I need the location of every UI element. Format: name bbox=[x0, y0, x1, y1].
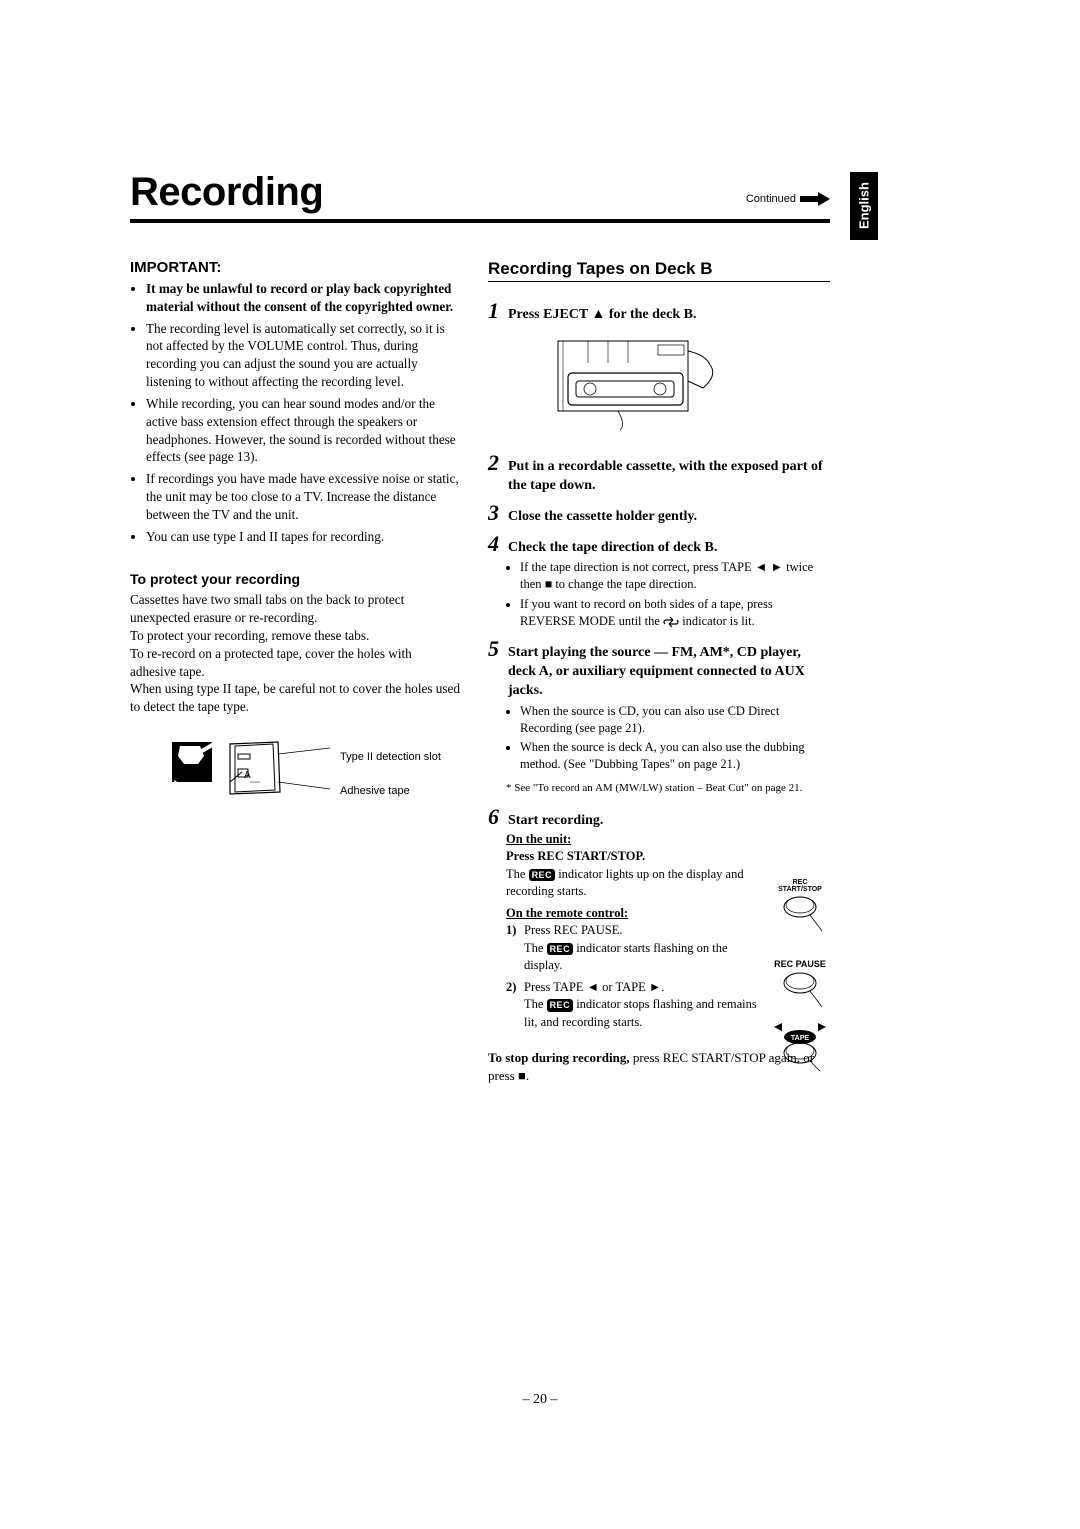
step-3-text: Close the cassette holder gently. bbox=[508, 508, 830, 527]
step-3-num: 3 bbox=[488, 502, 504, 524]
rec-badge-2: REC bbox=[547, 943, 574, 956]
page-title: Recording bbox=[130, 170, 830, 215]
step-6-remote: On the remote control: bbox=[506, 905, 766, 923]
remote-rec-pause: REC PAUSE bbox=[770, 959, 830, 1014]
important-heading: IMPORTANT: bbox=[130, 259, 460, 276]
press-rec-startstop: Press REC START/STOP. bbox=[506, 849, 645, 863]
step-2-text: Put in a recordable cassette, with the e… bbox=[508, 458, 830, 496]
protect-line-1: Cassettes have two small tabs on the bac… bbox=[130, 592, 404, 625]
deck-diagram bbox=[538, 333, 830, 438]
diagram-label-slot: Type II detection slot bbox=[340, 750, 441, 764]
remote-step-2: 2)Press TAPE ◄ or TAPE ►. The REC indica… bbox=[506, 979, 766, 1032]
step-5-num: 5 bbox=[488, 638, 504, 660]
cassette-illustration-icon: A bbox=[170, 734, 330, 814]
page: Recording Continued IMPORTANT: It may be… bbox=[130, 170, 830, 1084]
startstop-label: START/STOP bbox=[770, 886, 830, 893]
step-6-unit: On the unit: Press REC START/STOP. The R… bbox=[506, 831, 776, 901]
section-title: Recording Tapes on Deck B bbox=[488, 259, 830, 279]
reverse-mode-icon bbox=[663, 616, 679, 628]
step-4-num: 4 bbox=[488, 533, 504, 555]
important-bullet-5: You can use type I and II tapes for reco… bbox=[146, 528, 460, 546]
step-4-bullet-1: If the tape direction is not correct, pr… bbox=[520, 559, 830, 593]
step-5: 5 Start playing the source — FM, AM*, CD… bbox=[488, 638, 830, 701]
continued-arrow-icon bbox=[800, 192, 830, 206]
protect-line-4: When using type II tape, be careful not … bbox=[130, 681, 460, 714]
step-6: 6 Start recording. bbox=[488, 806, 830, 831]
remote-step-1: 1)Press REC PAUSE. The REC indicator sta… bbox=[506, 922, 766, 975]
remote-tape: TAPE bbox=[770, 1015, 830, 1076]
tape-button-icon: TAPE bbox=[770, 1015, 830, 1071]
step-6-text: Start recording. bbox=[508, 812, 830, 831]
step-4-text: Check the tape direction of deck B. bbox=[508, 539, 830, 558]
step-5-bullets: When the source is CD, you can also use … bbox=[488, 703, 830, 774]
continued-text: Continued bbox=[746, 193, 796, 205]
protect-line-3: To re-record on a protected tape, cover … bbox=[130, 646, 412, 679]
rec-startstop-button-icon bbox=[770, 893, 830, 933]
svg-text:TAPE: TAPE bbox=[791, 1035, 809, 1042]
step-4-bullets: If the tape direction is not correct, pr… bbox=[488, 559, 830, 630]
page-number: – 20 – bbox=[523, 1392, 558, 1408]
protect-body: Cassettes have two small tabs on the bac… bbox=[130, 591, 460, 716]
remote-rec-startstop: REC START/STOP bbox=[770, 879, 830, 938]
cassette-diagram: A Type II detection slot Adhesive tape bbox=[170, 734, 460, 814]
on-unit-label: On the unit: bbox=[506, 832, 571, 846]
left-column: IMPORTANT: It may be unlawful to record … bbox=[130, 259, 460, 1084]
recpause-label: REC PAUSE bbox=[770, 959, 830, 969]
unit-body-a: The bbox=[506, 867, 529, 881]
stop-note-bold: To stop during recording, bbox=[488, 1050, 630, 1065]
step-5-footnote: * See "To record an AM (MW/LW) station –… bbox=[506, 781, 830, 796]
rec-badge: REC bbox=[529, 869, 556, 882]
step-1-text: Press EJECT ▲ for the deck B. bbox=[508, 306, 830, 325]
language-tab: English bbox=[850, 172, 878, 240]
continued-label: Continued bbox=[746, 192, 830, 206]
step-4-bullet-2: If you want to record on both sides of a… bbox=[520, 596, 830, 630]
step-1: 1 Press EJECT ▲ for the deck B. bbox=[488, 300, 830, 325]
step-1-num: 1 bbox=[488, 300, 504, 322]
section-rule bbox=[488, 281, 830, 282]
step-5-bullet-1: When the source is CD, you can also use … bbox=[520, 703, 830, 737]
important-bullet-3: While recording, you can hear sound mode… bbox=[146, 395, 460, 466]
step-4: 4 Check the tape direction of deck B. bbox=[488, 533, 830, 558]
rec-label: REC bbox=[770, 879, 830, 886]
step-2: 2 Put in a recordable cassette, with the… bbox=[488, 452, 830, 496]
rec-pause-button-icon bbox=[770, 969, 830, 1009]
step-6-num: 6 bbox=[488, 806, 504, 828]
protect-line-2: To protect your recording, remove these … bbox=[130, 628, 369, 643]
deck-illustration-icon bbox=[538, 333, 728, 433]
svg-text:A: A bbox=[244, 770, 251, 781]
title-rule bbox=[130, 219, 830, 223]
on-remote-label: On the remote control: bbox=[506, 906, 628, 920]
important-bullet-4: If recordings you have made have excessi… bbox=[146, 470, 460, 523]
protect-heading: To protect your recording bbox=[130, 571, 460, 587]
step-5-bullet-2: When the source is deck A, you can also … bbox=[520, 739, 830, 773]
important-bullet-2: The recording level is automatically set… bbox=[146, 320, 460, 391]
step-2-num: 2 bbox=[488, 452, 504, 474]
step-3: 3 Close the cassette holder gently. bbox=[488, 502, 830, 527]
right-column: Recording Tapes on Deck B 1 Press EJECT … bbox=[488, 259, 830, 1084]
step-5-text: Start playing the source — FM, AM*, CD p… bbox=[508, 644, 830, 701]
important-bullet-1: It may be unlawful to record or play bac… bbox=[146, 280, 460, 316]
important-bullets: It may be unlawful to record or play bac… bbox=[130, 280, 460, 545]
rec-badge-3: REC bbox=[547, 999, 574, 1012]
step-6-remote-list: 1)Press REC PAUSE. The REC indicator sta… bbox=[506, 922, 766, 1031]
diagram-label-adhesive: Adhesive tape bbox=[340, 784, 441, 798]
